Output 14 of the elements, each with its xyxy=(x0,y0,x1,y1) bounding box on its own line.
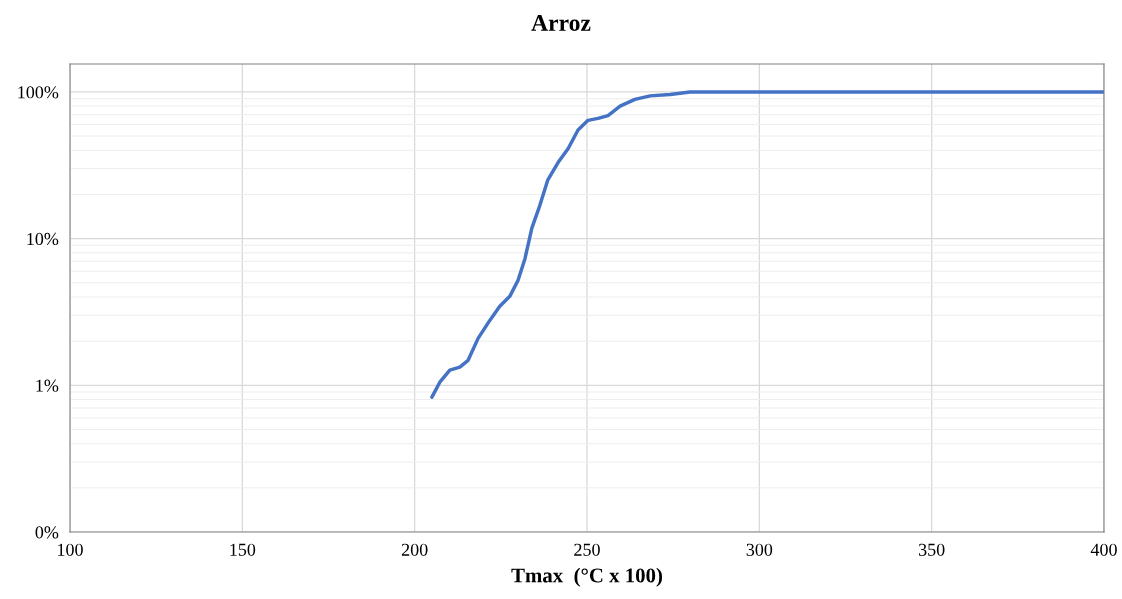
chart-title: Arroz xyxy=(531,15,591,31)
x-tick-label: 400 xyxy=(1090,543,1117,556)
x-tick-label: 300 xyxy=(746,543,773,556)
y-tick-label: 1% xyxy=(36,379,59,392)
x-tick-label: 350 xyxy=(918,543,945,556)
x-tick-label: 250 xyxy=(574,543,600,556)
x-tick-label: 100 xyxy=(58,543,83,556)
y-tick-label: 100% xyxy=(18,86,59,99)
line-series xyxy=(430,90,1104,399)
y-tick-label: 0% xyxy=(35,526,59,539)
x-tick-label: 200 xyxy=(401,543,428,556)
y-tick-label: 10% xyxy=(27,232,59,246)
x-tick-label: 150 xyxy=(230,543,256,556)
x-axis-title: Tmax (°C x 100) xyxy=(511,567,662,587)
